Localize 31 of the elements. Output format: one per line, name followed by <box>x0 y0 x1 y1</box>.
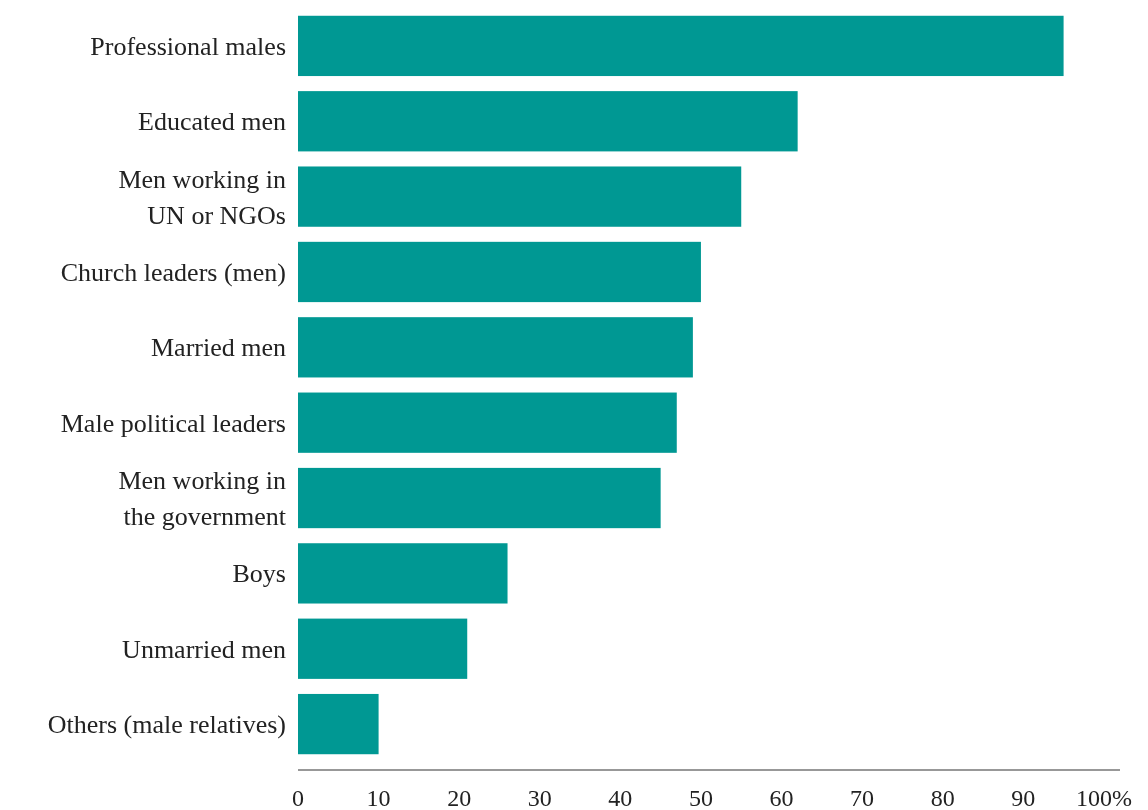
y-tick-label: Men working in UN or NGOs <box>118 164 286 230</box>
bar <box>298 618 468 679</box>
x-tick-label: 40 <box>608 785 633 810</box>
y-tick-label: Professional males <box>90 32 286 62</box>
y-tick-label: Unmarried men <box>122 634 286 664</box>
x-tick-label: 30 <box>527 785 552 810</box>
bar <box>298 15 1064 77</box>
x-tick-label: 50 <box>688 785 713 810</box>
y-tick-label: Educated men <box>138 107 286 137</box>
bar <box>298 91 798 152</box>
y-tick-label: Others (male relatives) <box>47 710 286 740</box>
y-tick-label: Church leaders (men) <box>60 258 286 288</box>
bar <box>298 392 677 453</box>
x-tick-label: 10 <box>366 785 391 810</box>
x-tick-label: 70 <box>850 785 875 810</box>
bar <box>298 241 701 303</box>
x-tick-label: 0 <box>292 785 304 810</box>
x-tick-label: 90 <box>1011 785 1036 810</box>
x-tick-label: 20 <box>447 785 472 810</box>
x-tick-label: 60 <box>769 785 794 810</box>
bar <box>298 467 661 529</box>
x-tick-label: 80 <box>930 785 955 810</box>
bar <box>298 166 742 227</box>
y-tick-label: Male political leaders <box>60 408 286 438</box>
bar <box>298 317 693 378</box>
y-tick-label: Boys <box>232 559 286 589</box>
y-tick-label: Married men <box>150 333 286 363</box>
x-tick-label: 100% <box>1075 785 1132 810</box>
bar <box>298 693 379 755</box>
bar <box>298 543 508 604</box>
y-tick-label: Men working in the government <box>118 466 287 532</box>
